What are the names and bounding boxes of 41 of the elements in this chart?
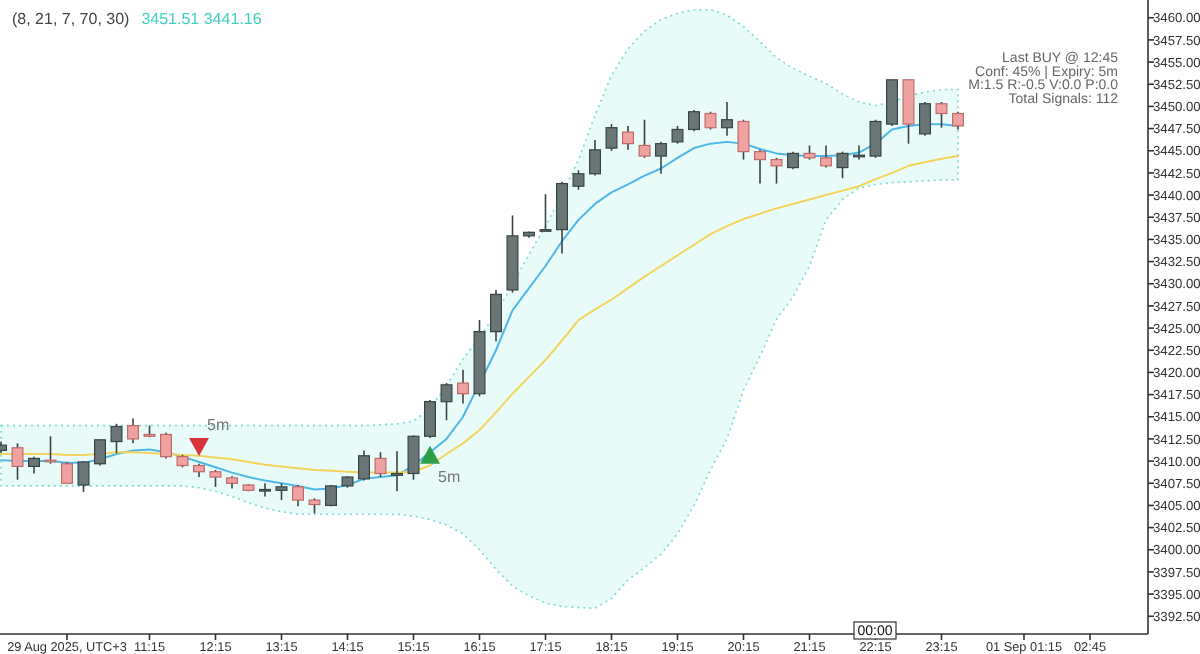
candlestick: [61, 461, 73, 485]
candlestick: [820, 144, 832, 169]
candlestick: [754, 149, 766, 185]
candlestick: [358, 449, 370, 482]
candlestick: [11, 442, 24, 481]
candlestick: [638, 118, 651, 159]
candlestick: [292, 484, 304, 508]
candlestick: [490, 289, 502, 343]
series-label: 5m: [438, 467, 461, 486]
candlestick: [94, 439, 106, 467]
candlestick: [160, 431, 172, 460]
candlestick: [407, 434, 420, 481]
candlestick: [457, 368, 469, 405]
candlestick: [127, 417, 139, 445]
candlestick: [391, 450, 403, 493]
candlestick: [902, 79, 915, 145]
candlestick: [737, 118, 750, 161]
candlestick: [374, 451, 387, 478]
candlestick: [589, 139, 601, 177]
candlestick: [869, 118, 882, 159]
series-label: 5m: [207, 416, 230, 435]
candlestick: [655, 141, 667, 175]
text: 3451.51 3441.16: [141, 10, 263, 28]
candlestick: [721, 101, 733, 137]
candlestick: [440, 382, 453, 422]
candlestick: [605, 123, 618, 152]
candlestick: [572, 169, 585, 191]
candlestick: [110, 423, 123, 454]
candlestick: [539, 193, 552, 233]
candlestick: [622, 125, 634, 151]
candlestick: [836, 150, 849, 180]
candlestick: [770, 157, 783, 185]
text: (8, 21, 7, 70, 30): [12, 10, 130, 28]
candlestick: [919, 101, 931, 137]
candlestick: [424, 399, 436, 439]
candlestick: [935, 101, 948, 129]
candlestick: [259, 482, 271, 498]
candlestick: [886, 79, 898, 127]
candlestick: [688, 109, 700, 133]
candlestick: [556, 180, 568, 255]
candlestick: [77, 460, 90, 493]
